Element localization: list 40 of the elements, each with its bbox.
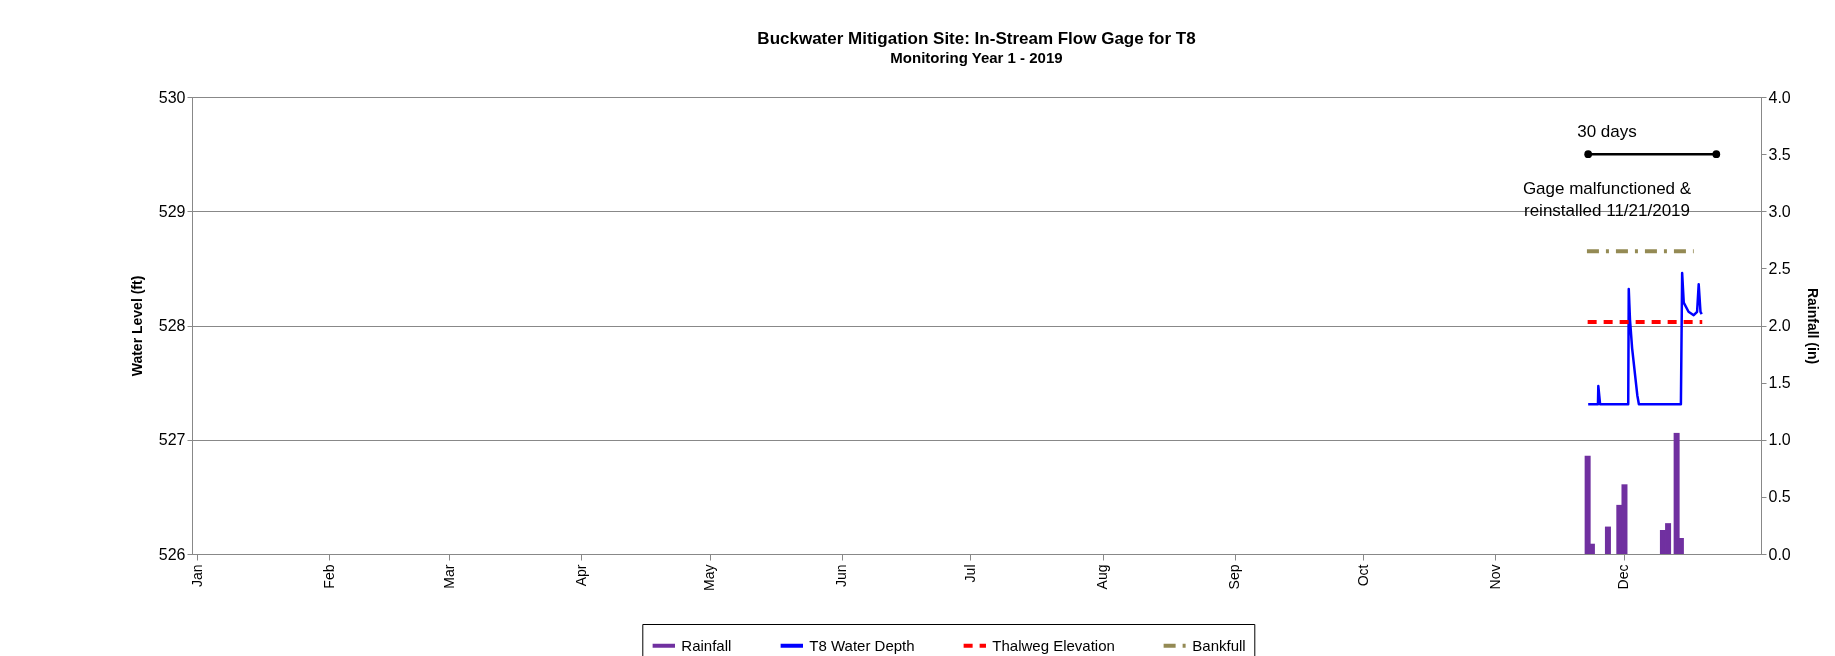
y-axis-title: Water Level (ft): [128, 275, 145, 377]
x-tick-label: Oct: [1354, 564, 1371, 587]
x-tick-label: Jul: [961, 564, 978, 583]
x-tick-label: Jan: [188, 564, 205, 588]
legend-label: Rainfall: [681, 636, 732, 654]
bar: [1673, 432, 1680, 554]
y2-tick-label: 2.5: [1768, 259, 1791, 277]
y2-tick-label: 0.0: [1768, 545, 1791, 563]
line-series: [1586, 271, 1703, 406]
bar: [1604, 526, 1611, 554]
y2-axis-title: Rainfall (in): [1804, 287, 1821, 365]
y2-tick-label: 4.0: [1768, 88, 1791, 106]
x-tick-label: Mar: [440, 564, 457, 589]
bar: [1584, 455, 1591, 554]
legend-label: Thalweg Elevation: [992, 636, 1115, 654]
annotation: 30 days: [1577, 122, 1637, 141]
x-tick-label: Nov: [1486, 564, 1503, 590]
annotation: Gage malfunctioned & reinstalled 11/21/2019: [1522, 179, 1692, 220]
x-tick-label: Sep: [1226, 564, 1243, 590]
chart-title: Buckwater Mitigation Site: In-Stream Flow Gage for T8: [757, 29, 1196, 48]
chart-subtitle: Monitoring Year 1 - 2019: [890, 49, 1063, 66]
y2-tick-label: 1.0: [1768, 431, 1791, 449]
x-tick-label: Feb: [320, 564, 337, 589]
y2-tick-label: 0.5: [1768, 488, 1791, 506]
y2-tick-label: 1.5: [1768, 374, 1791, 392]
y2-tick-label: 2.0: [1768, 317, 1791, 334]
y-tick-label: 529: [158, 202, 186, 220]
y2-tick-label: 3.0: [1768, 202, 1791, 220]
y2-tick-label: 3.5: [1768, 145, 1791, 163]
legend-label: Bankfull: [1192, 636, 1246, 654]
x-tick-label: Dec: [1615, 564, 1632, 590]
y-tick-label: 530: [158, 88, 186, 106]
x-tick-label: Aug: [1094, 564, 1110, 590]
y-tick-label: 528: [158, 317, 186, 334]
y-tick-label: 526: [158, 545, 186, 563]
y-tick-label: 527: [158, 431, 186, 449]
x-tick-label: May: [701, 564, 718, 591]
legend-label: T8 Water Depth: [809, 636, 915, 654]
x-tick-label: Apr: [572, 564, 589, 587]
x-tick-label: Jun: [833, 564, 850, 588]
